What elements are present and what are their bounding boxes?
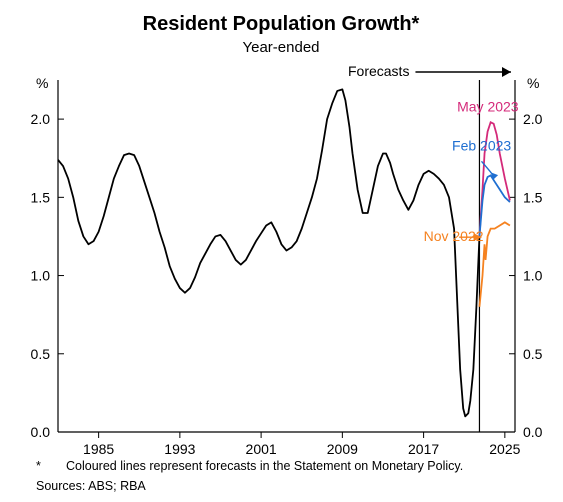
y-tick-left: 1.0	[31, 268, 51, 284]
chart-subtitle: Year-ended	[242, 39, 319, 56]
y-tick-right: 2.0	[523, 111, 543, 127]
x-tick: 2009	[327, 441, 358, 457]
y-tick-right: 0.5	[523, 346, 543, 362]
y-unit-right: %	[527, 75, 539, 91]
y-tick-right: 1.5	[523, 189, 543, 205]
chart-svg: Resident Population Growth* Year-ended 0.0…	[0, 0, 563, 502]
sources-text: Sources: ABS; RBA	[36, 479, 146, 493]
x-tick: 2025	[489, 441, 520, 457]
chart-container: Resident Population Growth* Year-ended 0.0…	[0, 0, 563, 502]
forecasts-arrow	[502, 67, 511, 77]
label-feb-2023: Feb 2023	[452, 137, 511, 153]
x-tick: 1985	[83, 441, 114, 457]
series-nov-2022	[479, 222, 509, 306]
y-tick-right: 0.0	[523, 424, 543, 440]
y-tick-right: 1.0	[523, 268, 543, 284]
footnote-marker: *	[36, 459, 41, 473]
y-tick-left: 2.0	[31, 111, 51, 127]
footnote-text: Coloured lines represent forecasts in th…	[66, 459, 463, 473]
series-historical	[58, 89, 479, 416]
x-tick: 2017	[408, 441, 439, 457]
x-tick: 1993	[164, 441, 195, 457]
x-tick: 2001	[246, 441, 277, 457]
y-unit-left: %	[36, 75, 48, 91]
label-may-2023: May 2023	[457, 98, 519, 114]
chart-title: Resident Population Growth*	[143, 13, 420, 35]
y-tick-left: 0.5	[31, 346, 51, 362]
forecasts-label: Forecasts	[348, 63, 409, 79]
y-tick-left: 0.0	[31, 424, 51, 440]
y-tick-left: 1.5	[31, 189, 51, 205]
